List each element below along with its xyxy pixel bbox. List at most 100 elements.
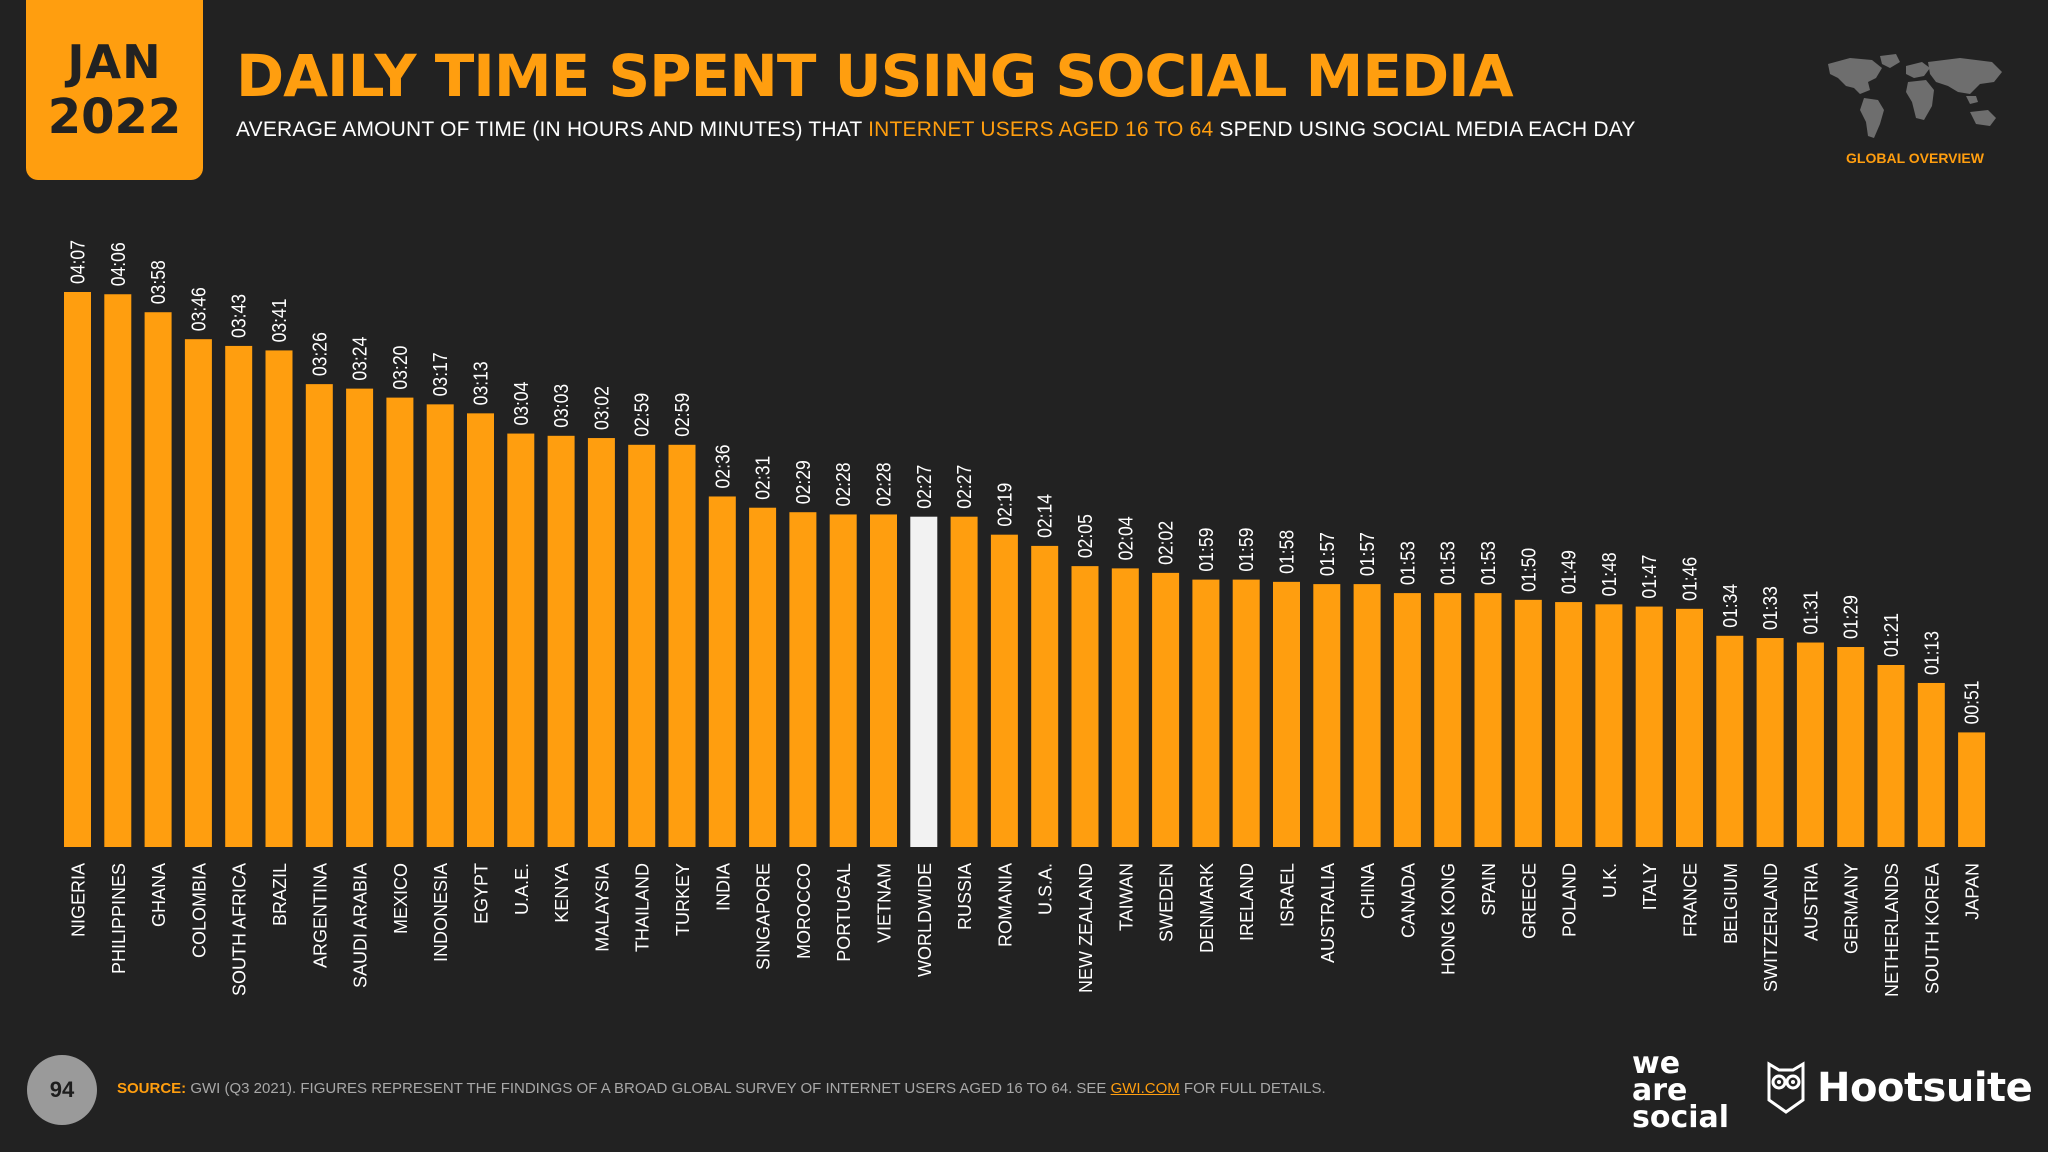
value-label: 01:58 <box>1277 530 1299 574</box>
value-label: 02:27 <box>954 465 976 509</box>
category-label: NIGERIA <box>69 863 89 937</box>
bar-austria <box>1796 642 1824 847</box>
value-label: 02:02 <box>1156 521 1178 565</box>
category-label: TAIWAN <box>1116 863 1136 931</box>
value-label: 01:57 <box>1357 532 1379 576</box>
bar-sweden <box>1152 572 1180 847</box>
value-label: 03:02 <box>591 386 613 430</box>
category-label: TURKEY <box>673 863 693 936</box>
category-label: AUSTRALIA <box>1318 863 1338 963</box>
category-label: RUSSIA <box>955 863 975 930</box>
category-label: IRELAND <box>1237 863 1257 941</box>
value-label: 02:19 <box>994 483 1016 527</box>
subtitle-text-end: SPEND USING SOCIAL MEDIA EACH DAY <box>1213 118 1636 141</box>
bar-australia <box>1313 584 1341 847</box>
category-label: GERMANY <box>1842 863 1862 954</box>
category-label: PHILIPPINES <box>109 863 129 974</box>
bar-portugal <box>829 514 857 847</box>
value-label: 02:05 <box>1075 514 1097 558</box>
value-label: 01:47 <box>1639 555 1661 599</box>
source-link[interactable]: GWI.COM <box>1110 1080 1180 1097</box>
category-label: EGYPT <box>472 863 492 924</box>
bar-germany <box>1837 647 1865 847</box>
value-label: 01:34 <box>1720 584 1742 628</box>
bar-kenya <box>547 435 575 847</box>
date-badge: JAN 2022 <box>26 0 203 180</box>
logo-we: we <box>1632 1046 1681 1081</box>
category-label: MEXICO <box>391 863 411 934</box>
bar-poland <box>1555 602 1583 847</box>
bar-ireland <box>1232 579 1260 847</box>
category-label: GREECE <box>1519 863 1539 939</box>
category-label: DENMARK <box>1197 863 1217 953</box>
category-label: SINGAPORE <box>754 863 774 970</box>
value-label: 02:14 <box>1035 494 1057 538</box>
value-label: 01:13 <box>1921 631 1943 675</box>
bar-canada <box>1393 593 1421 847</box>
value-label: 02:27 <box>914 465 936 509</box>
category-label: SPAIN <box>1479 863 1499 916</box>
value-label: 03:46 <box>188 287 210 331</box>
global-overview-label: GLOBAL OVERVIEW <box>1846 150 1984 166</box>
bar-new-zealand <box>1071 566 1099 847</box>
source-tail: FOR FULL DETAILS. <box>1179 1080 1326 1097</box>
value-label: 02:28 <box>833 462 855 506</box>
category-label: SWITZERLAND <box>1761 863 1781 992</box>
category-label: PORTUGAL <box>834 863 854 962</box>
category-label: U.K. <box>1600 863 1620 898</box>
source-note: SOURCE: GWI (Q3 2021). FIGURES REPRESENT… <box>117 1080 1326 1097</box>
bar-france <box>1676 608 1703 847</box>
category-label: BELGIUM <box>1721 863 1741 944</box>
bar-philippines <box>104 294 132 847</box>
bar-morocco <box>789 512 817 847</box>
value-label: 02:29 <box>793 460 815 504</box>
bar-u-k- <box>1595 604 1623 847</box>
bar-brazil <box>265 350 293 847</box>
category-label: SAUDI ARABIA <box>351 863 371 988</box>
value-label: 03:13 <box>471 361 493 405</box>
category-label: NEW ZEALAND <box>1076 863 1096 993</box>
value-label: 02:59 <box>672 393 694 437</box>
value-label: 01:50 <box>1518 548 1540 592</box>
category-label: SOUTH AFRICA <box>230 863 250 996</box>
bar-china <box>1353 584 1381 847</box>
value-label: 02:59 <box>632 393 654 437</box>
value-label: 03:03 <box>551 384 573 428</box>
value-label: 01:31 <box>1800 591 1822 635</box>
bar-indonesia <box>426 404 454 847</box>
bar-india <box>708 496 736 847</box>
category-label: AUSTRIA <box>1801 863 1821 941</box>
category-label: SOUTH KOREA <box>1922 863 1942 994</box>
value-label: 01:49 <box>1559 550 1581 594</box>
we-are-social-logo: we are social <box>1632 1046 1729 1133</box>
category-label: VIETNAM <box>875 863 895 943</box>
value-label: 01:57 <box>1317 532 1339 576</box>
date-month: JAN <box>67 35 162 89</box>
value-label: 01:53 <box>1438 541 1460 585</box>
category-label: CANADA <box>1398 863 1418 938</box>
category-label: NETHERLANDS <box>1882 863 1902 997</box>
bar-u-a-e- <box>507 433 535 847</box>
source-text: GWI (Q3 2021). FIGURES REPRESENT THE FIN… <box>186 1080 1111 1097</box>
page-number-badge: 94 <box>27 1055 97 1125</box>
world-map-icon <box>1828 54 2002 138</box>
value-label: 03:58 <box>148 260 170 304</box>
value-label: 01:46 <box>1680 557 1702 601</box>
bar-taiwan <box>1111 568 1139 847</box>
bar-japan <box>1958 732 1986 847</box>
category-label: CHINA <box>1358 863 1378 919</box>
bar-thailand <box>628 444 656 847</box>
bar-mexico <box>386 397 414 847</box>
page-subtitle: AVERAGE AMOUNT OF TIME (IN HOURS AND MIN… <box>236 118 1636 142</box>
category-label: ITALY <box>1640 863 1660 910</box>
hootsuite-logo: Hootsuite <box>1765 1060 2033 1116</box>
owl-icon <box>1767 1061 1805 1114</box>
value-label: 03:41 <box>269 298 291 342</box>
value-label: 03:24 <box>350 337 372 381</box>
value-label: 03:17 <box>430 352 452 396</box>
value-label: 02:04 <box>1115 516 1137 560</box>
value-label: 01:48 <box>1599 552 1621 596</box>
bar-nigeria <box>64 292 91 847</box>
value-label: 04:06 <box>108 242 130 286</box>
date-year: 2022 <box>47 89 182 145</box>
